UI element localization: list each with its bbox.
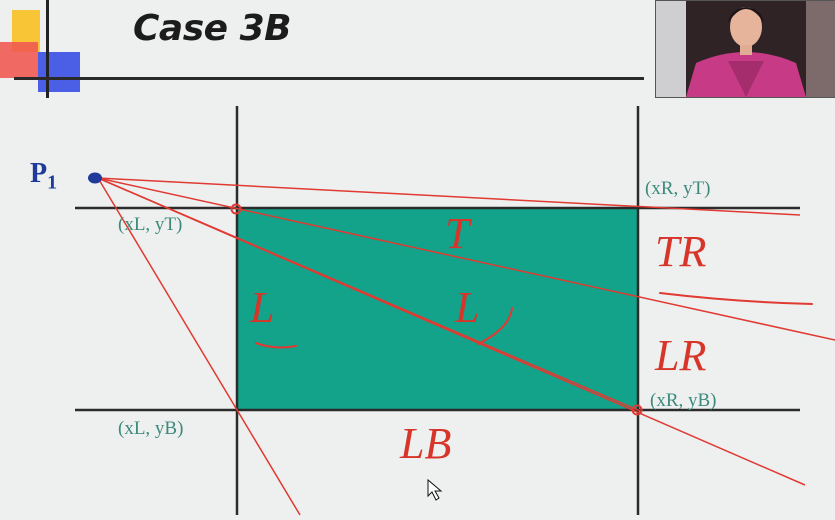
- presenter-image: [656, 1, 835, 97]
- point-p1: [88, 172, 102, 184]
- region-label-left-center: L: [455, 283, 480, 332]
- corner-marker-tl: [230, 203, 242, 215]
- ray-to-lb: [97, 177, 301, 516]
- annotation-underline-tr: [659, 292, 813, 305]
- ray-to-lr-bottom: [97, 177, 806, 486]
- region-label-left-inside: L: [250, 283, 275, 332]
- corner-label-top-right: (xR, yT): [645, 178, 711, 199]
- corner-marker-rb: [631, 404, 643, 416]
- ray-to-lr-top: [97, 177, 835, 341]
- region-label-top: T: [445, 209, 470, 258]
- region-label-left-right: LR: [655, 331, 707, 380]
- decor-vertical-line: [46, 0, 49, 98]
- corner-label-top-left: (xL, yT): [118, 214, 183, 235]
- region-label-top-right: TR: [655, 227, 707, 276]
- title-underline: [14, 77, 644, 80]
- presenter-video: [655, 0, 835, 98]
- annotation-hook-center: [477, 307, 513, 345]
- mouse-cursor-icon: [427, 478, 443, 501]
- corner-label-bottom-left: (xL, yB): [118, 418, 184, 439]
- decor-blue-square: [38, 52, 80, 92]
- point-label: P1: [30, 158, 58, 194]
- corner-label-bottom-right: (xR, yB): [650, 390, 717, 411]
- slide-title: Case 3B: [133, 8, 292, 49]
- ray-to-tr: [97, 177, 801, 216]
- annotation-underline-left: [255, 342, 297, 349]
- clip-window: [237, 208, 637, 410]
- decor-red-square: [0, 42, 38, 78]
- region-label-left-bottom: LB: [400, 419, 452, 468]
